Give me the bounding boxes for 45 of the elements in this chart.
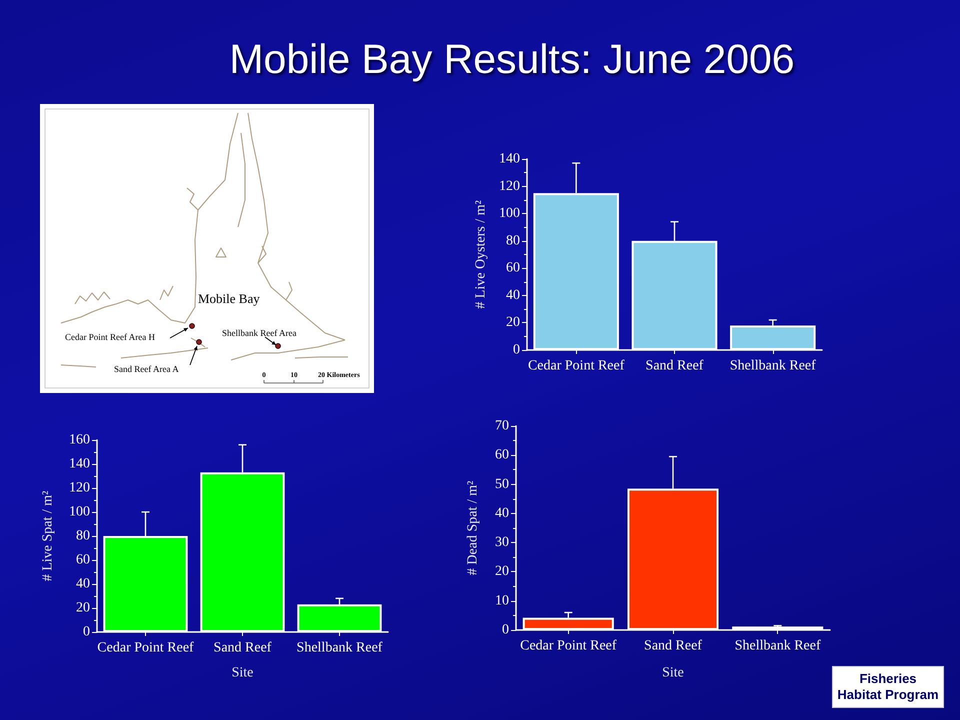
x-tick-label: Sand Reef <box>214 640 272 656</box>
y-tick-label: 0 <box>83 624 90 640</box>
y-tick-label: 140 <box>69 456 90 472</box>
y-tick-label: 0 <box>502 622 509 638</box>
text: Fisheries Habitat Program <box>832 666 944 708</box>
y-tick-label: 100 <box>499 206 520 222</box>
x-tick-label: Shellbank Reef <box>730 358 816 374</box>
y-tick-label: 40 <box>495 506 509 521</box>
y-tick-label: 60 <box>506 260 520 276</box>
y-tick-label: 120 <box>499 178 520 194</box>
x-tick-label: Cedar Point Reef <box>520 638 617 654</box>
y-tick-label: 120 <box>69 480 90 496</box>
y-tick-label: 100 <box>69 504 90 520</box>
y-tick-label: 160 <box>69 432 90 448</box>
y-tick-label: 30 <box>495 535 509 550</box>
y-tick-label: 60 <box>495 448 509 463</box>
x-axis-title: Site <box>662 666 684 680</box>
y-tick-label: 20 <box>495 564 509 580</box>
text: Mobile Bay <box>198 291 260 306</box>
x-tick-label: Shellbank Reef <box>734 638 821 654</box>
x-tick-label: Cedar Point Reef <box>528 358 625 374</box>
y-tick-label: 60 <box>76 552 90 568</box>
y-axis-title: # Dead Spat / m² <box>466 480 480 576</box>
y-axis-title: # Live Spat / m² <box>40 490 56 582</box>
y-tick-label: 20 <box>506 315 520 330</box>
y-tick-label: 40 <box>76 576 90 592</box>
text: Cedar Point Reef Area H <box>65 332 156 342</box>
y-tick-label: 50 <box>495 476 509 492</box>
y-tick-label: 140 <box>499 152 520 166</box>
y-tick-label: 20 <box>76 600 90 616</box>
y-axis-title: # Live Oysters / m² <box>474 200 489 309</box>
x-axis-title: Site <box>232 666 254 680</box>
y-tick-label: 70 <box>495 418 509 434</box>
text: Sand Reef Area A <box>114 364 180 374</box>
y-tick-label: 80 <box>506 233 520 248</box>
text: Mobile Bay Results: June 2006 <box>228 35 796 84</box>
y-tick-label: 0 <box>513 342 520 358</box>
y-tick-label: 10 <box>495 593 509 608</box>
x-tick-label: Sand Reef <box>644 638 702 654</box>
text: Shellbank Reef Area <box>222 328 296 338</box>
x-tick-label: Cedar Point Reef <box>97 640 194 656</box>
y-tick-label: 40 <box>506 288 520 303</box>
x-tick-label: Shellbank Reef <box>296 640 383 656</box>
y-tick-label: 80 <box>76 528 90 544</box>
x-tick-label: Sand Reef <box>646 358 704 374</box>
